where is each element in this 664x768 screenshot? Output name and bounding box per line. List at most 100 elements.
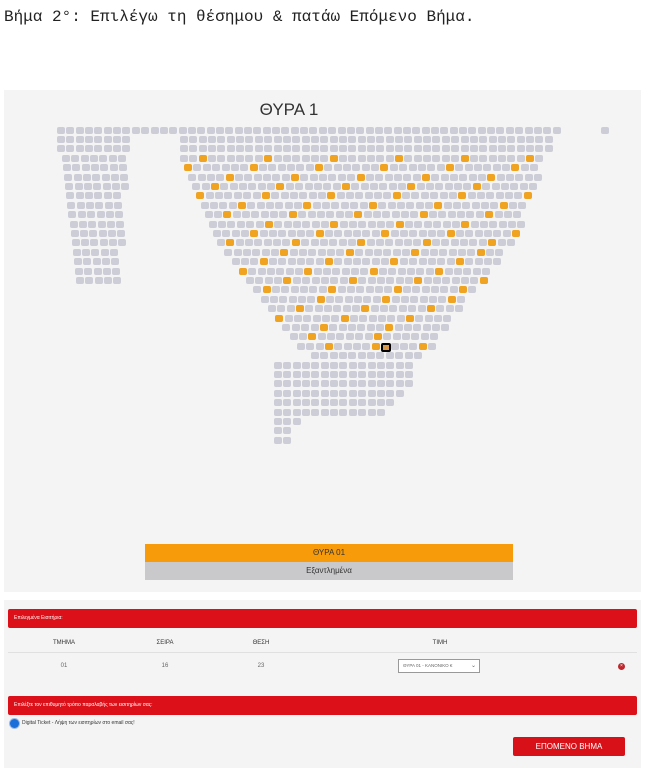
seat bbox=[300, 126, 309, 134]
available-seat[interactable] bbox=[380, 164, 389, 172]
available-seat[interactable] bbox=[340, 314, 349, 322]
available-seat[interactable] bbox=[275, 314, 284, 322]
available-seat[interactable] bbox=[371, 342, 380, 350]
available-seat[interactable] bbox=[288, 211, 297, 219]
available-seat[interactable] bbox=[226, 239, 235, 247]
available-seat[interactable] bbox=[315, 164, 323, 172]
available-seat[interactable] bbox=[264, 220, 273, 228]
available-seat[interactable] bbox=[308, 333, 317, 341]
available-seat[interactable] bbox=[419, 211, 428, 219]
available-seat[interactable] bbox=[348, 276, 357, 284]
selected-seat[interactable] bbox=[381, 342, 392, 352]
available-seat[interactable] bbox=[511, 164, 520, 172]
digital-ticket-radio[interactable] bbox=[10, 719, 19, 728]
available-seat[interactable] bbox=[361, 305, 370, 313]
available-seat[interactable] bbox=[329, 154, 338, 162]
available-seat[interactable] bbox=[406, 314, 415, 322]
available-seat[interactable] bbox=[250, 229, 259, 237]
available-seat[interactable] bbox=[476, 248, 485, 256]
available-seat[interactable] bbox=[341, 182, 350, 190]
available-seat[interactable] bbox=[392, 192, 401, 200]
seat bbox=[255, 276, 264, 284]
available-seat[interactable] bbox=[357, 239, 366, 247]
available-seat[interactable] bbox=[315, 229, 324, 237]
available-seat[interactable] bbox=[295, 305, 304, 313]
available-seat[interactable] bbox=[460, 154, 469, 162]
available-seat[interactable] bbox=[280, 248, 289, 256]
next-step-button[interactable]: ΕΠΟΜΕΝΟ ΒΗΜΑ bbox=[513, 737, 625, 756]
available-seat[interactable] bbox=[327, 192, 336, 200]
available-seat[interactable] bbox=[499, 201, 508, 209]
available-seat[interactable] bbox=[264, 154, 273, 162]
available-seat[interactable] bbox=[485, 211, 494, 219]
available-seat[interactable] bbox=[411, 248, 420, 256]
available-seat[interactable] bbox=[479, 276, 488, 284]
available-seat[interactable] bbox=[422, 239, 431, 247]
available-seat[interactable] bbox=[373, 333, 382, 341]
available-seat[interactable] bbox=[382, 295, 391, 303]
available-seat[interactable] bbox=[472, 182, 481, 190]
available-seat[interactable] bbox=[354, 211, 363, 219]
available-seat[interactable] bbox=[385, 323, 394, 331]
seat bbox=[301, 154, 310, 162]
available-seat[interactable] bbox=[368, 201, 377, 209]
available-seat[interactable] bbox=[325, 342, 334, 350]
available-seat[interactable] bbox=[407, 182, 416, 190]
available-seat[interactable] bbox=[223, 211, 232, 219]
available-seat[interactable] bbox=[319, 323, 328, 331]
price-select[interactable]: ΘΥΡΑ 01 - ΚΑΝΟΝΙΚΟ € ⌄ bbox=[398, 659, 480, 673]
seat bbox=[451, 220, 460, 228]
available-seat[interactable] bbox=[393, 286, 402, 294]
available-seat[interactable] bbox=[262, 286, 271, 294]
available-seat[interactable] bbox=[259, 258, 268, 266]
available-seat[interactable] bbox=[328, 286, 337, 294]
available-seat[interactable] bbox=[435, 267, 444, 275]
available-seat[interactable] bbox=[414, 276, 423, 284]
available-seat[interactable] bbox=[238, 267, 247, 275]
available-seat[interactable] bbox=[426, 305, 435, 313]
available-seat[interactable] bbox=[291, 173, 300, 181]
available-seat[interactable] bbox=[455, 258, 464, 266]
available-seat[interactable] bbox=[356, 173, 365, 181]
available-seat[interactable] bbox=[276, 182, 285, 190]
available-seat[interactable] bbox=[461, 220, 470, 228]
available-seat[interactable] bbox=[369, 267, 378, 275]
available-seat[interactable] bbox=[184, 164, 193, 172]
available-seat[interactable] bbox=[291, 239, 300, 247]
seat bbox=[320, 408, 329, 416]
available-seat[interactable] bbox=[487, 173, 496, 181]
available-seat[interactable] bbox=[390, 258, 399, 266]
available-seat[interactable] bbox=[303, 201, 312, 209]
available-seat[interactable] bbox=[283, 276, 292, 284]
available-seat[interactable] bbox=[249, 164, 258, 172]
available-seat[interactable] bbox=[261, 192, 270, 200]
available-seat[interactable] bbox=[330, 220, 339, 228]
digital-ticket-label[interactable]: Digital Ticket - Λήψη των εισιτηρίων στο… bbox=[22, 720, 135, 726]
available-seat[interactable] bbox=[458, 192, 467, 200]
available-seat[interactable] bbox=[381, 229, 390, 237]
available-seat[interactable] bbox=[434, 201, 443, 209]
delete-ticket-icon[interactable]: × bbox=[618, 663, 625, 670]
available-seat[interactable] bbox=[418, 342, 427, 350]
available-seat[interactable] bbox=[525, 154, 534, 162]
available-seat[interactable] bbox=[446, 229, 455, 237]
available-seat[interactable] bbox=[325, 258, 334, 266]
available-seat[interactable] bbox=[198, 154, 207, 162]
available-seat[interactable] bbox=[211, 182, 220, 190]
available-seat[interactable] bbox=[421, 173, 430, 181]
available-seat[interactable] bbox=[316, 295, 325, 303]
available-seat[interactable] bbox=[395, 154, 404, 162]
available-seat[interactable] bbox=[225, 173, 234, 181]
available-seat[interactable] bbox=[488, 239, 497, 247]
available-seat[interactable] bbox=[196, 192, 205, 200]
available-seat[interactable] bbox=[237, 201, 246, 209]
available-seat[interactable] bbox=[512, 229, 521, 237]
available-seat[interactable] bbox=[304, 267, 313, 275]
available-seat[interactable] bbox=[445, 164, 454, 172]
available-seat[interactable] bbox=[345, 248, 354, 256]
available-seat[interactable] bbox=[459, 286, 468, 294]
available-seat[interactable] bbox=[523, 192, 532, 200]
available-seat[interactable] bbox=[395, 220, 404, 228]
seat bbox=[433, 220, 442, 228]
available-seat[interactable] bbox=[447, 295, 456, 303]
